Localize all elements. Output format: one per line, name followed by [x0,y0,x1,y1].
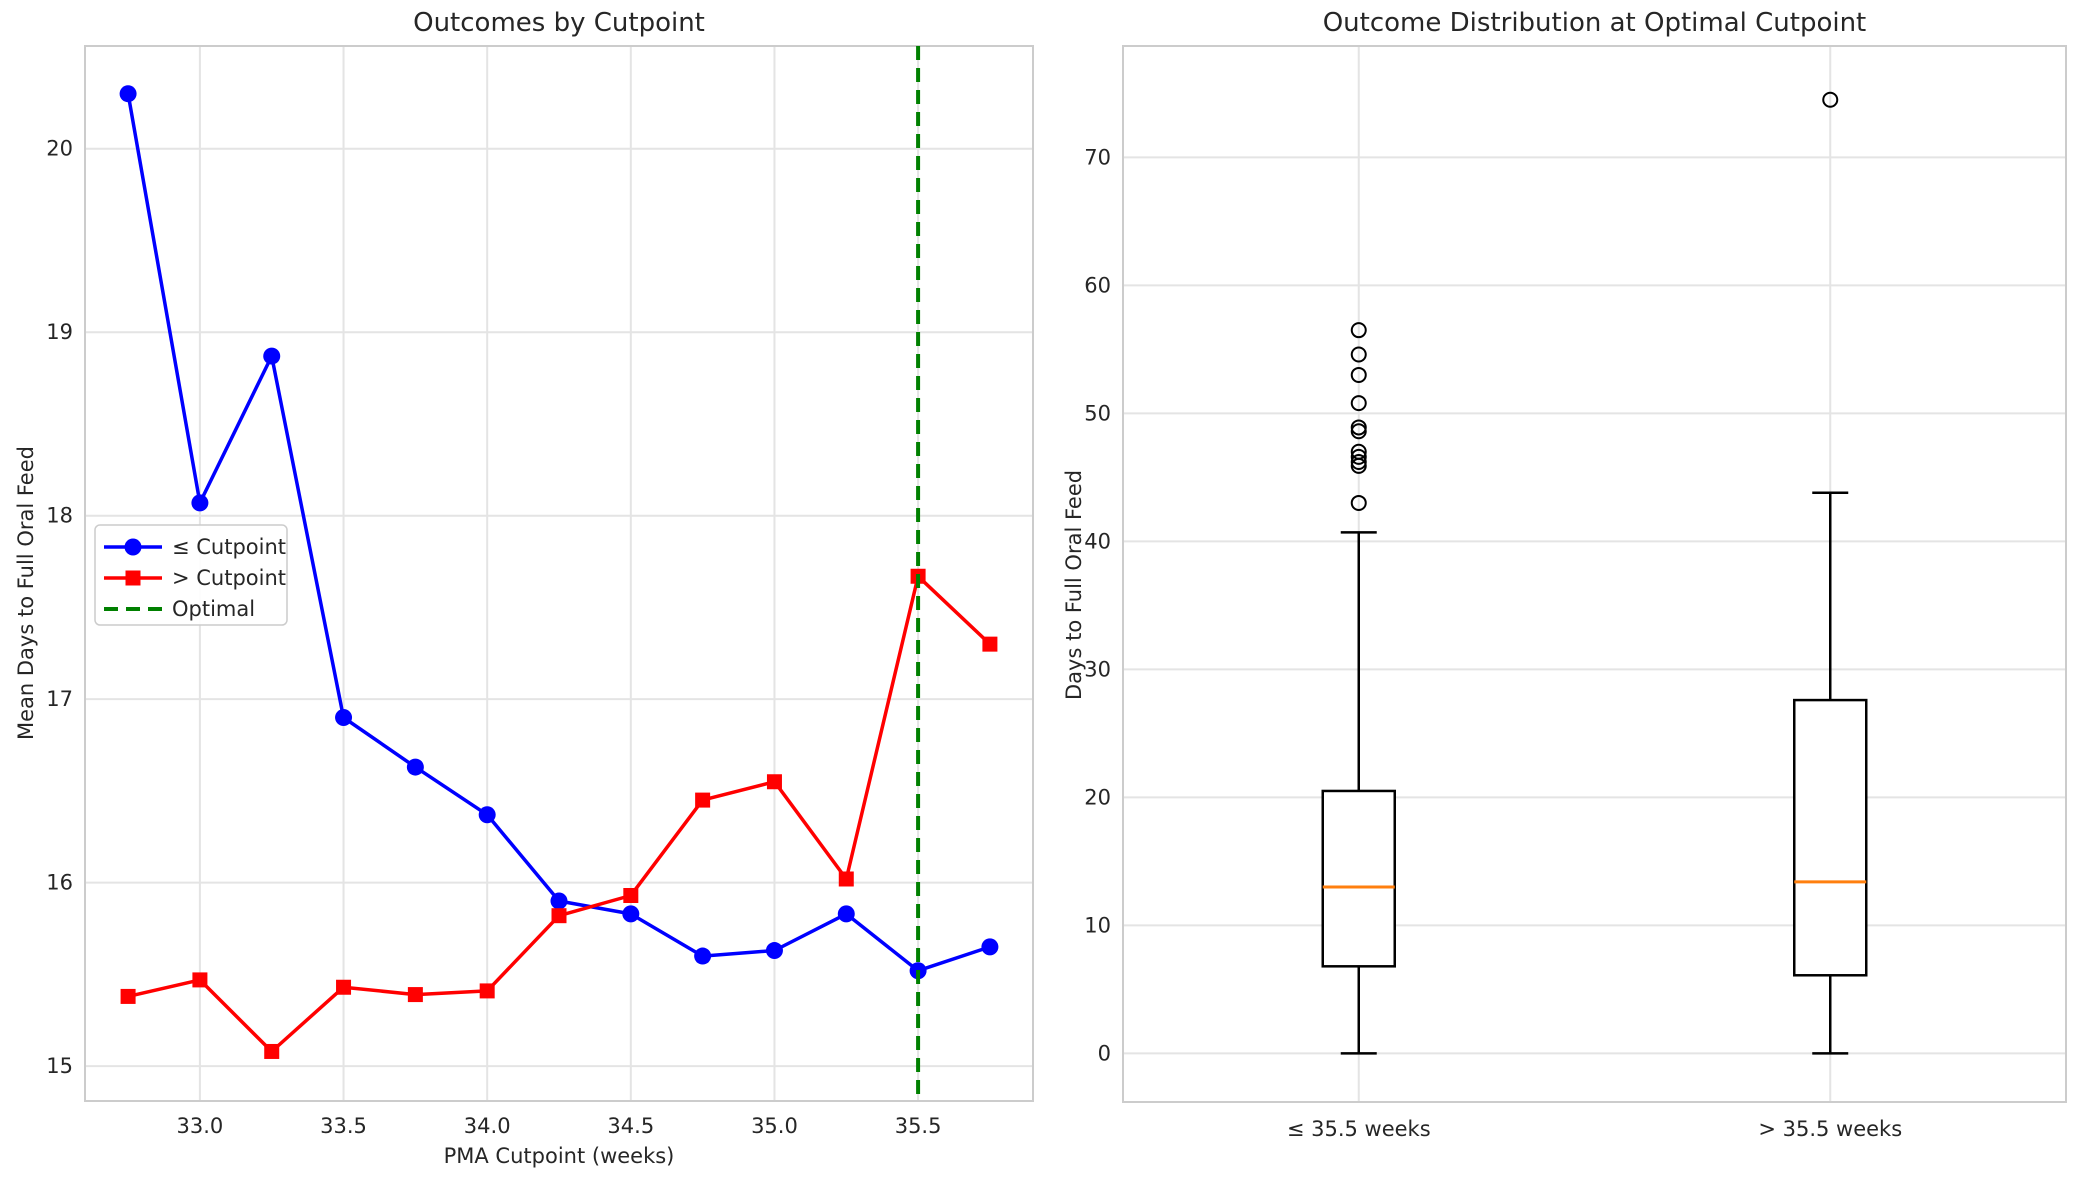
data-point-circle [981,938,999,956]
line-chart-panel: Outcomes by Cutpoint 33.0 33.5 34.0 34.5 35.… [14,8,1034,1168]
boxplot-chart: 0 10 20 30 40 50 60 70 ≤ 35.5 weeks > 35.5 weeks [1084,45,2067,1141]
data-point-square [336,979,352,995]
plot-border [1122,45,2067,1103]
outlier-point [1822,91,1839,108]
y-tick-label: 60 [1084,273,1111,297]
data-point-square [766,774,782,790]
data-point-circle [191,494,209,512]
data-point-circle [550,892,568,910]
y-tick-label: 70 [1084,145,1111,169]
legend-label: > Cutpoint [172,566,286,590]
y-tick-label: 20 [1084,785,1111,809]
x-tick-label: 34.0 [464,1114,511,1138]
y-tick-label: 17 [46,687,73,711]
outlier-point [1350,346,1367,363]
series-le-cutpoint [119,85,999,980]
data-point-circle [694,947,712,965]
data-point-square [120,988,136,1004]
outlier-point [1350,443,1367,460]
legend-box [94,524,288,626]
data-point-square [623,888,639,904]
y-tick-label: 0 [1098,1041,1111,1065]
y-tick-label: 10 [1084,913,1111,937]
data-point-square [407,987,423,1003]
legend-marker-square [125,570,141,586]
plot-border [84,45,1034,1102]
legend-label: Optimal [172,597,255,621]
data-point-square [551,908,567,924]
line-chart-title: Outcomes by Cutpoint [413,8,705,38]
data-point-circle [478,806,496,824]
data-point-square [479,983,495,999]
data-point-circle [263,347,281,365]
data-point-circle [119,85,137,103]
iqr-box [1321,789,1396,968]
outlier-point [1350,322,1367,339]
y-tick-label: 40 [1084,529,1111,553]
y-tick-label: 30 [1084,657,1111,681]
series-gt-cutpoint [120,568,998,1059]
outlier-point [1350,395,1367,412]
y-tick-label: 50 [1084,401,1111,425]
boxplot-panel: Outcome Distribution at Optimal Cutpoint… [1044,0,2084,1181]
y-tick-label: 20 [46,137,73,161]
y-tick-label: 16 [46,871,73,895]
x-tick-label: 33.5 [320,1114,367,1138]
boxplot-ylabel: Days to Full Oral Feed [1062,469,1086,700]
data-point-square [695,792,711,808]
data-point-square [838,871,854,887]
x-tick-label: 35.5 [895,1114,942,1138]
tick-labels: 33.0 33.5 34.0 34.5 35.0 35.5 15 16 17 18 19 20 [46,137,941,1138]
legend-marker-circle [124,538,142,556]
outlier-point [1350,494,1367,511]
legend: ≤ Cutpoint > Cutpoint Optimal [94,524,288,626]
data-point-square [264,1043,280,1059]
data-point-square [982,636,998,652]
gridlines [1123,46,2066,1102]
data-point-circle [765,942,783,960]
data-point-circle [406,758,424,776]
x-tick-label: 33.0 [177,1114,224,1138]
y-tick-label: 19 [46,320,73,344]
x-category-label: > 35.5 weeks [1758,1117,1902,1141]
line-chart: 33.0 33.5 34.0 34.5 35.0 35.5 15 16 17 18 19 20 ≤ Cu… [46,45,1034,1138]
tick-labels: 0 10 20 30 40 50 60 70 ≤ 35.5 weeks > 35.5 weeks [1084,145,1902,1141]
line-chart-ylabel: Mean Days to Full Oral Feed [14,446,38,740]
x-category-label: ≤ 35.5 weeks [1287,1117,1431,1141]
legend-label: ≤ Cutpoint [172,535,286,559]
box-2 [1793,91,1868,1055]
data-point-square [192,972,208,988]
outlier-point [1350,366,1367,383]
outlier-point [1350,454,1367,470]
y-tick-label: 15 [46,1054,73,1078]
boxplot-title: Outcome Distribution at Optimal Cutpoint [1322,8,1867,38]
data-point-circle [622,905,640,923]
data-point-circle [335,709,353,727]
outlier-point [1350,419,1367,436]
y-tick-label: 18 [46,504,73,528]
box-1 [1321,322,1396,1055]
x-tick-label: 34.5 [607,1114,654,1138]
data-point-circle [837,905,855,923]
outlier-point [1350,448,1367,465]
iqr-box [1793,698,1868,977]
x-tick-label: 35.0 [751,1114,798,1138]
line-chart-xlabel: PMA Cutpoint (weeks) [443,1144,675,1168]
